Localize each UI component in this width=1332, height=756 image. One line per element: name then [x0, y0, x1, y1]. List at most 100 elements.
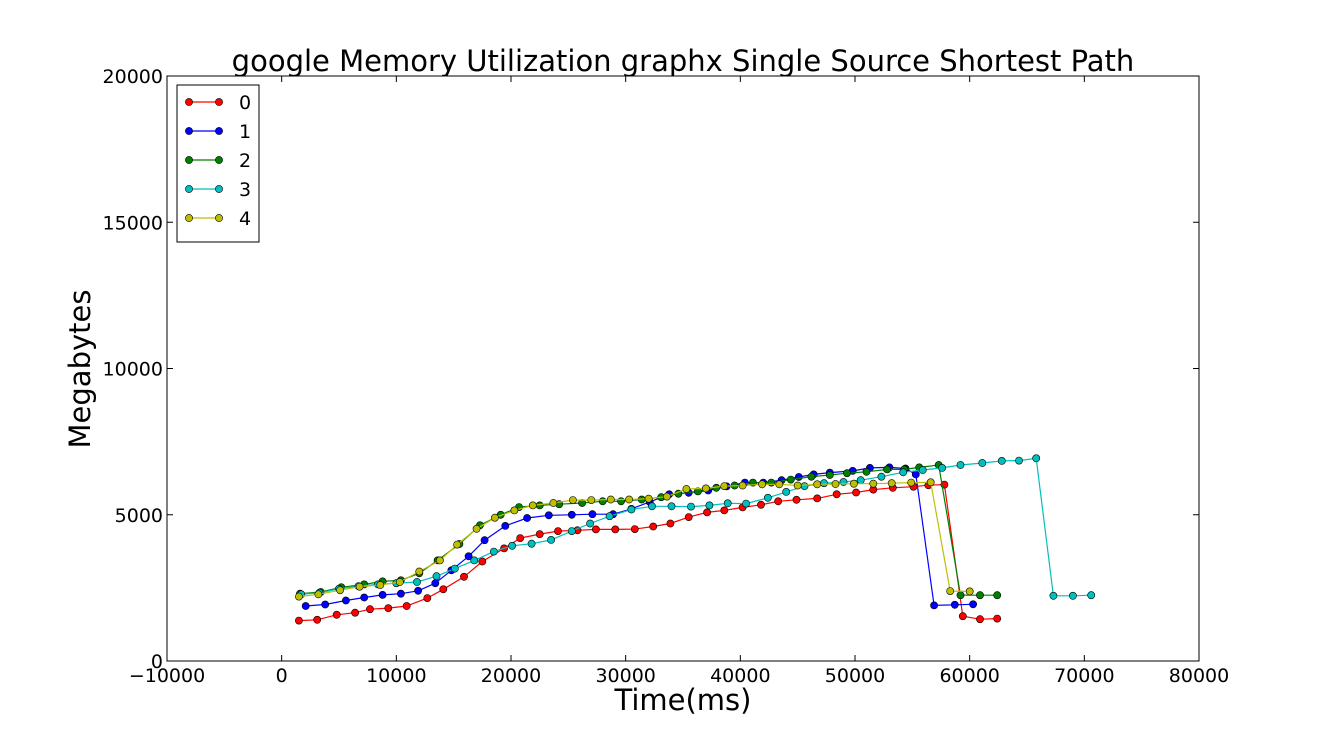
- data-point: [587, 496, 596, 504]
- data-point: [395, 578, 404, 586]
- data-point: [510, 506, 519, 515]
- data-point: [850, 479, 858, 488]
- data-point: [694, 487, 702, 496]
- data-point: [702, 484, 710, 493]
- legend-marker: [215, 185, 223, 193]
- data-point: [415, 567, 424, 576]
- data-point: [993, 591, 1002, 600]
- x-tick-label: 50000: [825, 665, 885, 687]
- legend-label: 3: [239, 179, 251, 201]
- data-point: [800, 482, 809, 490]
- data-point: [969, 600, 977, 609]
- x-tick-label: 20000: [481, 665, 541, 687]
- data-point: [336, 586, 344, 595]
- y-tick-label: 15000: [103, 212, 163, 234]
- legend-label: 4: [239, 208, 251, 230]
- data-point: [480, 536, 489, 545]
- data-point: [453, 540, 461, 549]
- x-tick-label: 60000: [939, 665, 999, 687]
- legend-marker: [185, 156, 193, 164]
- x-tick-label: 40000: [710, 665, 770, 687]
- data-point: [950, 600, 959, 609]
- data-point: [489, 547, 498, 556]
- data-point: [598, 497, 607, 506]
- data-point: [627, 505, 636, 514]
- x-tick-label: −10000: [129, 665, 205, 687]
- legend-marker: [185, 127, 193, 135]
- series-3: [297, 454, 1096, 600]
- data-point: [523, 514, 531, 522]
- data-point: [435, 556, 444, 565]
- data-point: [332, 610, 341, 619]
- data-point: [547, 536, 555, 544]
- data-point: [648, 502, 656, 511]
- data-point: [611, 525, 620, 534]
- data-point: [666, 519, 675, 528]
- data-point: [294, 592, 303, 601]
- y-tick-label: 20000: [103, 66, 163, 88]
- data-point: [1032, 454, 1041, 463]
- data-point: [723, 499, 732, 508]
- data-point: [843, 469, 851, 478]
- data-point: [501, 522, 510, 530]
- data-point: [321, 600, 330, 609]
- legend-label: 0: [239, 92, 251, 114]
- data-point: [544, 511, 553, 520]
- data-point: [856, 476, 865, 485]
- data-point: [450, 564, 459, 573]
- data-point: [899, 468, 908, 477]
- data-point: [887, 479, 896, 488]
- data-point: [625, 495, 633, 504]
- data-point: [592, 525, 600, 534]
- data-point: [663, 492, 671, 501]
- data-point: [926, 478, 935, 487]
- legend-marker: [185, 185, 193, 193]
- x-tick-label: 80000: [1169, 665, 1229, 687]
- data-point: [644, 494, 653, 503]
- data-point: [831, 480, 840, 488]
- data-point: [793, 481, 802, 490]
- data-point: [667, 502, 676, 511]
- data-point: [376, 581, 385, 589]
- data-point: [767, 478, 776, 487]
- data-point: [958, 612, 967, 621]
- plot-area: [167, 76, 1199, 661]
- data-point: [423, 594, 432, 602]
- data-point: [460, 572, 468, 581]
- x-tick-label: 70000: [1054, 665, 1114, 687]
- data-point: [705, 501, 714, 510]
- data-point: [294, 616, 303, 625]
- data-point: [341, 596, 350, 605]
- data-point: [478, 557, 487, 566]
- data-point: [527, 539, 536, 548]
- data-point: [965, 587, 974, 596]
- data-point: [883, 465, 891, 474]
- data-point: [490, 513, 499, 522]
- legend-item-0: 0: [185, 92, 251, 114]
- data-point: [313, 615, 322, 624]
- data-point: [588, 510, 597, 519]
- data-point: [832, 490, 841, 499]
- series-0: [294, 480, 1002, 625]
- data-point: [782, 487, 791, 496]
- data-point: [794, 473, 803, 481]
- data-point: [786, 475, 795, 484]
- data-point: [720, 506, 729, 515]
- chart-title: google Memory Utilization graphx Single …: [232, 44, 1135, 78]
- data-point: [703, 508, 711, 517]
- data-point: [378, 591, 387, 599]
- data-point: [862, 467, 871, 476]
- y-axis-label: Megabytes: [63, 290, 97, 449]
- data-point: [402, 602, 411, 610]
- data-point: [431, 579, 440, 588]
- legend-marker: [215, 214, 223, 222]
- data-point: [792, 495, 801, 504]
- data-point: [630, 525, 639, 533]
- data-point: [956, 461, 965, 469]
- data-point: [464, 552, 473, 561]
- data-point: [617, 497, 625, 506]
- data-point: [567, 510, 576, 519]
- data-point: [1049, 591, 1058, 600]
- data-point: [956, 591, 965, 600]
